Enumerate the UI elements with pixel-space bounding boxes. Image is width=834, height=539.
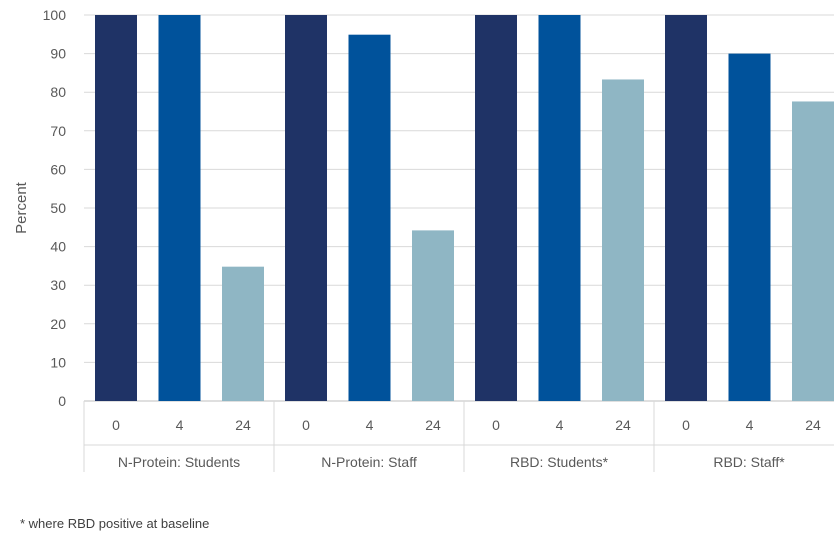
- x-category-label: 4: [556, 417, 564, 433]
- x-category-label: 24: [805, 417, 821, 433]
- y-axis-label: Percent: [13, 181, 30, 234]
- y-axis-ticks: 0 10 20 30 40 50 60 70 80 90 100: [43, 7, 67, 409]
- y-tick-label: 60: [50, 161, 66, 177]
- x-category-label: 4: [366, 417, 374, 433]
- bar: [475, 15, 517, 401]
- x-category-label: 24: [235, 417, 251, 433]
- x-category-label: 0: [302, 417, 310, 433]
- bar: [285, 15, 327, 401]
- bar: [158, 15, 201, 401]
- y-tick-label: 100: [43, 7, 67, 23]
- x-category-label: 0: [682, 417, 690, 433]
- y-tick-label: 40: [50, 239, 66, 255]
- y-tick-label: 10: [50, 354, 66, 370]
- x-category-label: 0: [112, 417, 120, 433]
- bar: [95, 15, 137, 401]
- y-tick-label: 0: [58, 393, 66, 409]
- x-category-label: 4: [176, 417, 184, 433]
- y-tick-label: 50: [50, 200, 66, 216]
- bar: [602, 79, 644, 401]
- x-axis: 0 4 24 N-Protein: Students 0 4 24 N-Protein: St…: [83, 401, 834, 472]
- y-tick-label: 30: [50, 277, 66, 293]
- x-category-label: 4: [746, 417, 754, 433]
- y-tick-label: 90: [50, 46, 66, 62]
- bar: [412, 230, 454, 401]
- x-group-label: RBD: Students*: [510, 454, 609, 470]
- bar: [222, 266, 264, 401]
- gridlines: [84, 14, 834, 402]
- bar: [792, 101, 834, 402]
- footnote: * where RBD positive at baseline: [20, 516, 210, 531]
- x-group-label: N-Protein: Students: [118, 454, 240, 470]
- y-tick-label: 20: [50, 316, 66, 332]
- bar: [348, 34, 391, 401]
- x-group-label: N-Protein: Staff: [321, 454, 417, 470]
- bar: [538, 15, 581, 401]
- x-category-label: 0: [492, 417, 500, 433]
- bars: [95, 15, 834, 402]
- y-tick-label: 80: [50, 84, 66, 100]
- y-tick-label: 70: [50, 123, 66, 139]
- x-category-label: 24: [425, 417, 441, 433]
- bar: [728, 53, 771, 401]
- bar: [665, 15, 707, 401]
- x-group-label: RBD: Staff*: [713, 454, 785, 470]
- x-category-label: 24: [615, 417, 631, 433]
